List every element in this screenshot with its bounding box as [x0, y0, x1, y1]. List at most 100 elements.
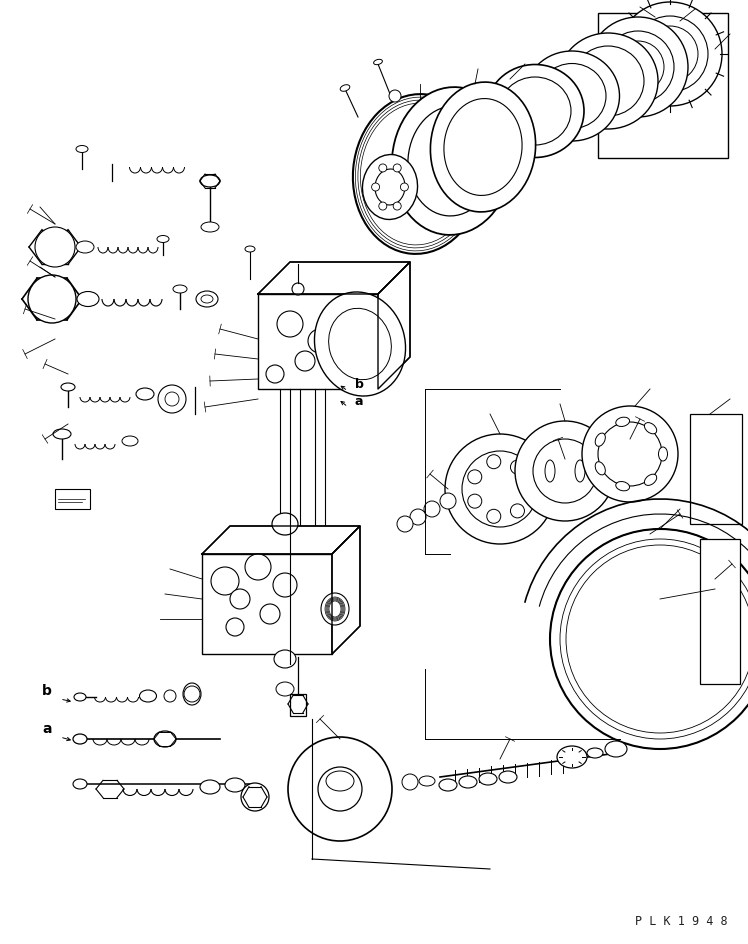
- Circle shape: [533, 440, 597, 503]
- Ellipse shape: [201, 295, 213, 304]
- Circle shape: [295, 351, 315, 372]
- Circle shape: [402, 774, 418, 790]
- Ellipse shape: [73, 734, 87, 744]
- Ellipse shape: [76, 146, 88, 153]
- Ellipse shape: [74, 693, 86, 701]
- Ellipse shape: [499, 78, 571, 145]
- Circle shape: [445, 434, 555, 545]
- Circle shape: [440, 494, 456, 510]
- Circle shape: [389, 91, 401, 103]
- Circle shape: [308, 329, 332, 354]
- Circle shape: [410, 510, 426, 526]
- Ellipse shape: [272, 514, 298, 535]
- Text: b: b: [355, 378, 364, 391]
- Ellipse shape: [658, 447, 667, 462]
- Circle shape: [487, 455, 500, 469]
- Circle shape: [266, 365, 284, 383]
- Circle shape: [245, 554, 271, 581]
- Ellipse shape: [392, 88, 512, 236]
- Ellipse shape: [575, 461, 585, 482]
- Ellipse shape: [326, 598, 344, 620]
- Circle shape: [230, 589, 250, 610]
- Ellipse shape: [328, 600, 342, 618]
- Circle shape: [241, 784, 269, 811]
- Ellipse shape: [200, 780, 220, 794]
- Circle shape: [610, 589, 710, 689]
- Circle shape: [588, 18, 688, 118]
- Polygon shape: [332, 527, 360, 654]
- Circle shape: [582, 407, 678, 502]
- Bar: [598, 14, 728, 159]
- Circle shape: [211, 567, 239, 596]
- Ellipse shape: [459, 776, 477, 788]
- Circle shape: [632, 17, 708, 93]
- Circle shape: [28, 276, 76, 324]
- Ellipse shape: [494, 107, 522, 133]
- Ellipse shape: [616, 418, 630, 427]
- Ellipse shape: [76, 242, 94, 254]
- Circle shape: [226, 618, 244, 636]
- Circle shape: [184, 686, 200, 702]
- Ellipse shape: [439, 779, 457, 791]
- Circle shape: [642, 27, 698, 83]
- Circle shape: [618, 3, 722, 107]
- Ellipse shape: [479, 773, 497, 785]
- Circle shape: [260, 604, 280, 624]
- Ellipse shape: [154, 732, 176, 748]
- Ellipse shape: [499, 771, 517, 784]
- Circle shape: [468, 470, 482, 484]
- Circle shape: [560, 539, 748, 739]
- Ellipse shape: [200, 176, 220, 188]
- Ellipse shape: [196, 292, 218, 308]
- Ellipse shape: [173, 286, 187, 294]
- Circle shape: [273, 573, 297, 598]
- Ellipse shape: [373, 60, 382, 66]
- Ellipse shape: [430, 83, 536, 212]
- Bar: [55, 490, 90, 510]
- Circle shape: [462, 451, 538, 528]
- Ellipse shape: [545, 461, 555, 482]
- Ellipse shape: [327, 599, 343, 619]
- Ellipse shape: [375, 170, 405, 206]
- Ellipse shape: [558, 34, 658, 130]
- Circle shape: [487, 510, 500, 524]
- Ellipse shape: [595, 433, 605, 447]
- Ellipse shape: [276, 683, 294, 697]
- Circle shape: [158, 385, 186, 413]
- Text: P L K 1 9 4 8: P L K 1 9 4 8: [635, 914, 728, 927]
- Circle shape: [602, 32, 674, 104]
- Bar: [202, 554, 332, 654]
- Polygon shape: [258, 262, 410, 295]
- Ellipse shape: [645, 423, 657, 434]
- Ellipse shape: [361, 104, 476, 245]
- Text: a: a: [355, 395, 364, 408]
- Ellipse shape: [225, 778, 245, 792]
- Ellipse shape: [486, 65, 584, 159]
- Ellipse shape: [122, 436, 138, 447]
- Ellipse shape: [61, 383, 75, 392]
- Ellipse shape: [321, 594, 349, 625]
- Ellipse shape: [53, 430, 71, 440]
- Circle shape: [164, 690, 176, 702]
- Circle shape: [372, 184, 379, 192]
- Ellipse shape: [353, 95, 483, 255]
- Bar: [700, 539, 740, 684]
- Circle shape: [277, 312, 303, 338]
- Circle shape: [550, 530, 748, 750]
- Ellipse shape: [340, 86, 350, 93]
- Text: a: a: [42, 721, 52, 735]
- Ellipse shape: [139, 690, 156, 702]
- Circle shape: [592, 571, 728, 707]
- Circle shape: [400, 184, 408, 192]
- Circle shape: [397, 516, 413, 532]
- Ellipse shape: [314, 293, 405, 396]
- Circle shape: [424, 501, 440, 517]
- Ellipse shape: [587, 749, 603, 758]
- Ellipse shape: [77, 293, 99, 307]
- Ellipse shape: [645, 475, 657, 486]
- Ellipse shape: [370, 116, 465, 234]
- Ellipse shape: [538, 64, 606, 129]
- Bar: [290, 694, 306, 716]
- Circle shape: [378, 165, 387, 173]
- Circle shape: [393, 165, 401, 173]
